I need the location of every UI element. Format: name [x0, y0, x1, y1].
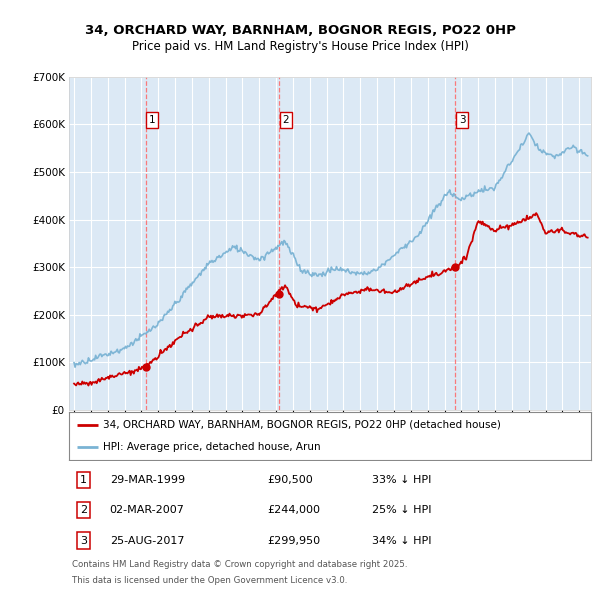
Text: 02-MAR-2007: 02-MAR-2007: [110, 505, 185, 515]
Text: 1: 1: [80, 475, 87, 485]
Text: 25-AUG-2017: 25-AUG-2017: [110, 536, 184, 546]
Text: Contains HM Land Registry data © Crown copyright and database right 2025.: Contains HM Land Registry data © Crown c…: [71, 560, 407, 569]
Text: £299,950: £299,950: [268, 536, 320, 546]
Text: Price paid vs. HM Land Registry's House Price Index (HPI): Price paid vs. HM Land Registry's House …: [131, 40, 469, 53]
Text: £90,500: £90,500: [268, 475, 313, 485]
Text: 34, ORCHARD WAY, BARNHAM, BOGNOR REGIS, PO22 0HP: 34, ORCHARD WAY, BARNHAM, BOGNOR REGIS, …: [85, 24, 515, 37]
Text: 29-MAR-1999: 29-MAR-1999: [110, 475, 185, 485]
Text: 2: 2: [80, 505, 87, 515]
Text: 3: 3: [459, 115, 466, 125]
Text: 2: 2: [283, 115, 289, 125]
Text: 25% ↓ HPI: 25% ↓ HPI: [372, 505, 431, 515]
Text: HPI: Average price, detached house, Arun: HPI: Average price, detached house, Arun: [103, 442, 320, 452]
Text: £244,000: £244,000: [268, 505, 320, 515]
Text: 34, ORCHARD WAY, BARNHAM, BOGNOR REGIS, PO22 0HP (detached house): 34, ORCHARD WAY, BARNHAM, BOGNOR REGIS, …: [103, 420, 501, 430]
Text: 34% ↓ HPI: 34% ↓ HPI: [372, 536, 431, 546]
Text: 1: 1: [149, 115, 155, 125]
Text: 3: 3: [80, 536, 87, 546]
Text: This data is licensed under the Open Government Licence v3.0.: This data is licensed under the Open Gov…: [71, 576, 347, 585]
Text: 33% ↓ HPI: 33% ↓ HPI: [372, 475, 431, 485]
